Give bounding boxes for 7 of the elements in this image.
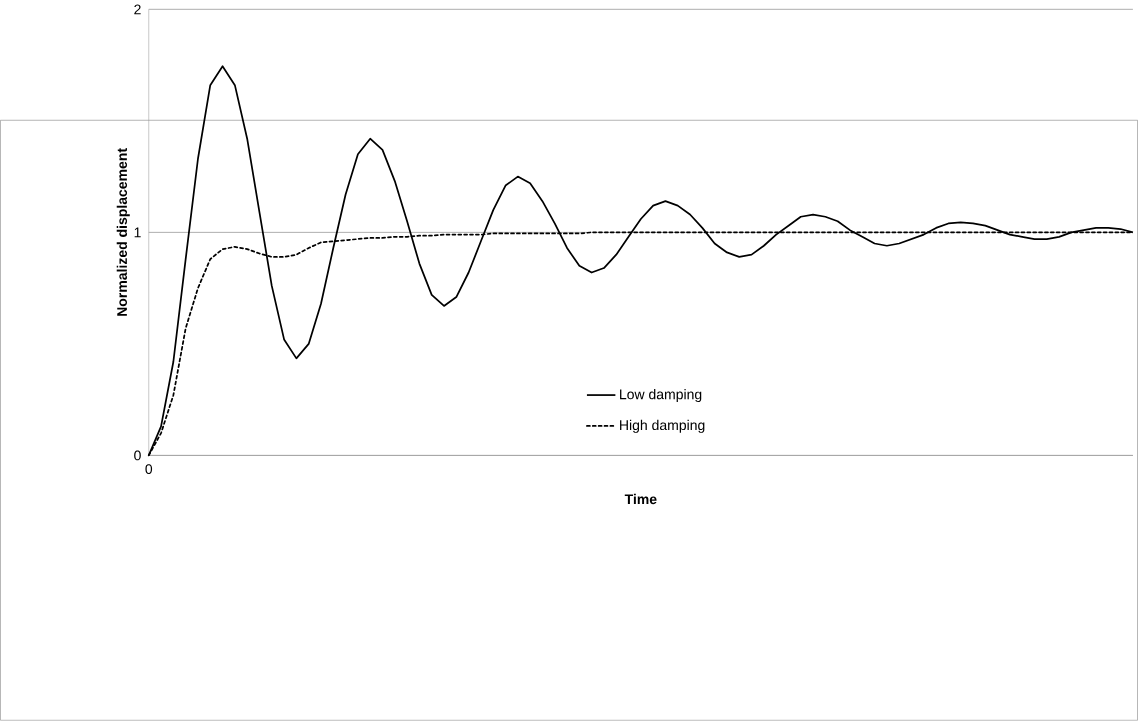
- y-tick-label: 1: [134, 227, 141, 238]
- legend-label: High damping: [620, 419, 705, 434]
- y-tick-label: 2: [134, 4, 141, 15]
- y-tick-label: 0: [134, 450, 141, 461]
- legend-label: Low damping: [620, 389, 702, 403]
- x-axis-title: Time: [624, 494, 657, 505]
- y-axis-title: Normalized displacement: [116, 148, 130, 316]
